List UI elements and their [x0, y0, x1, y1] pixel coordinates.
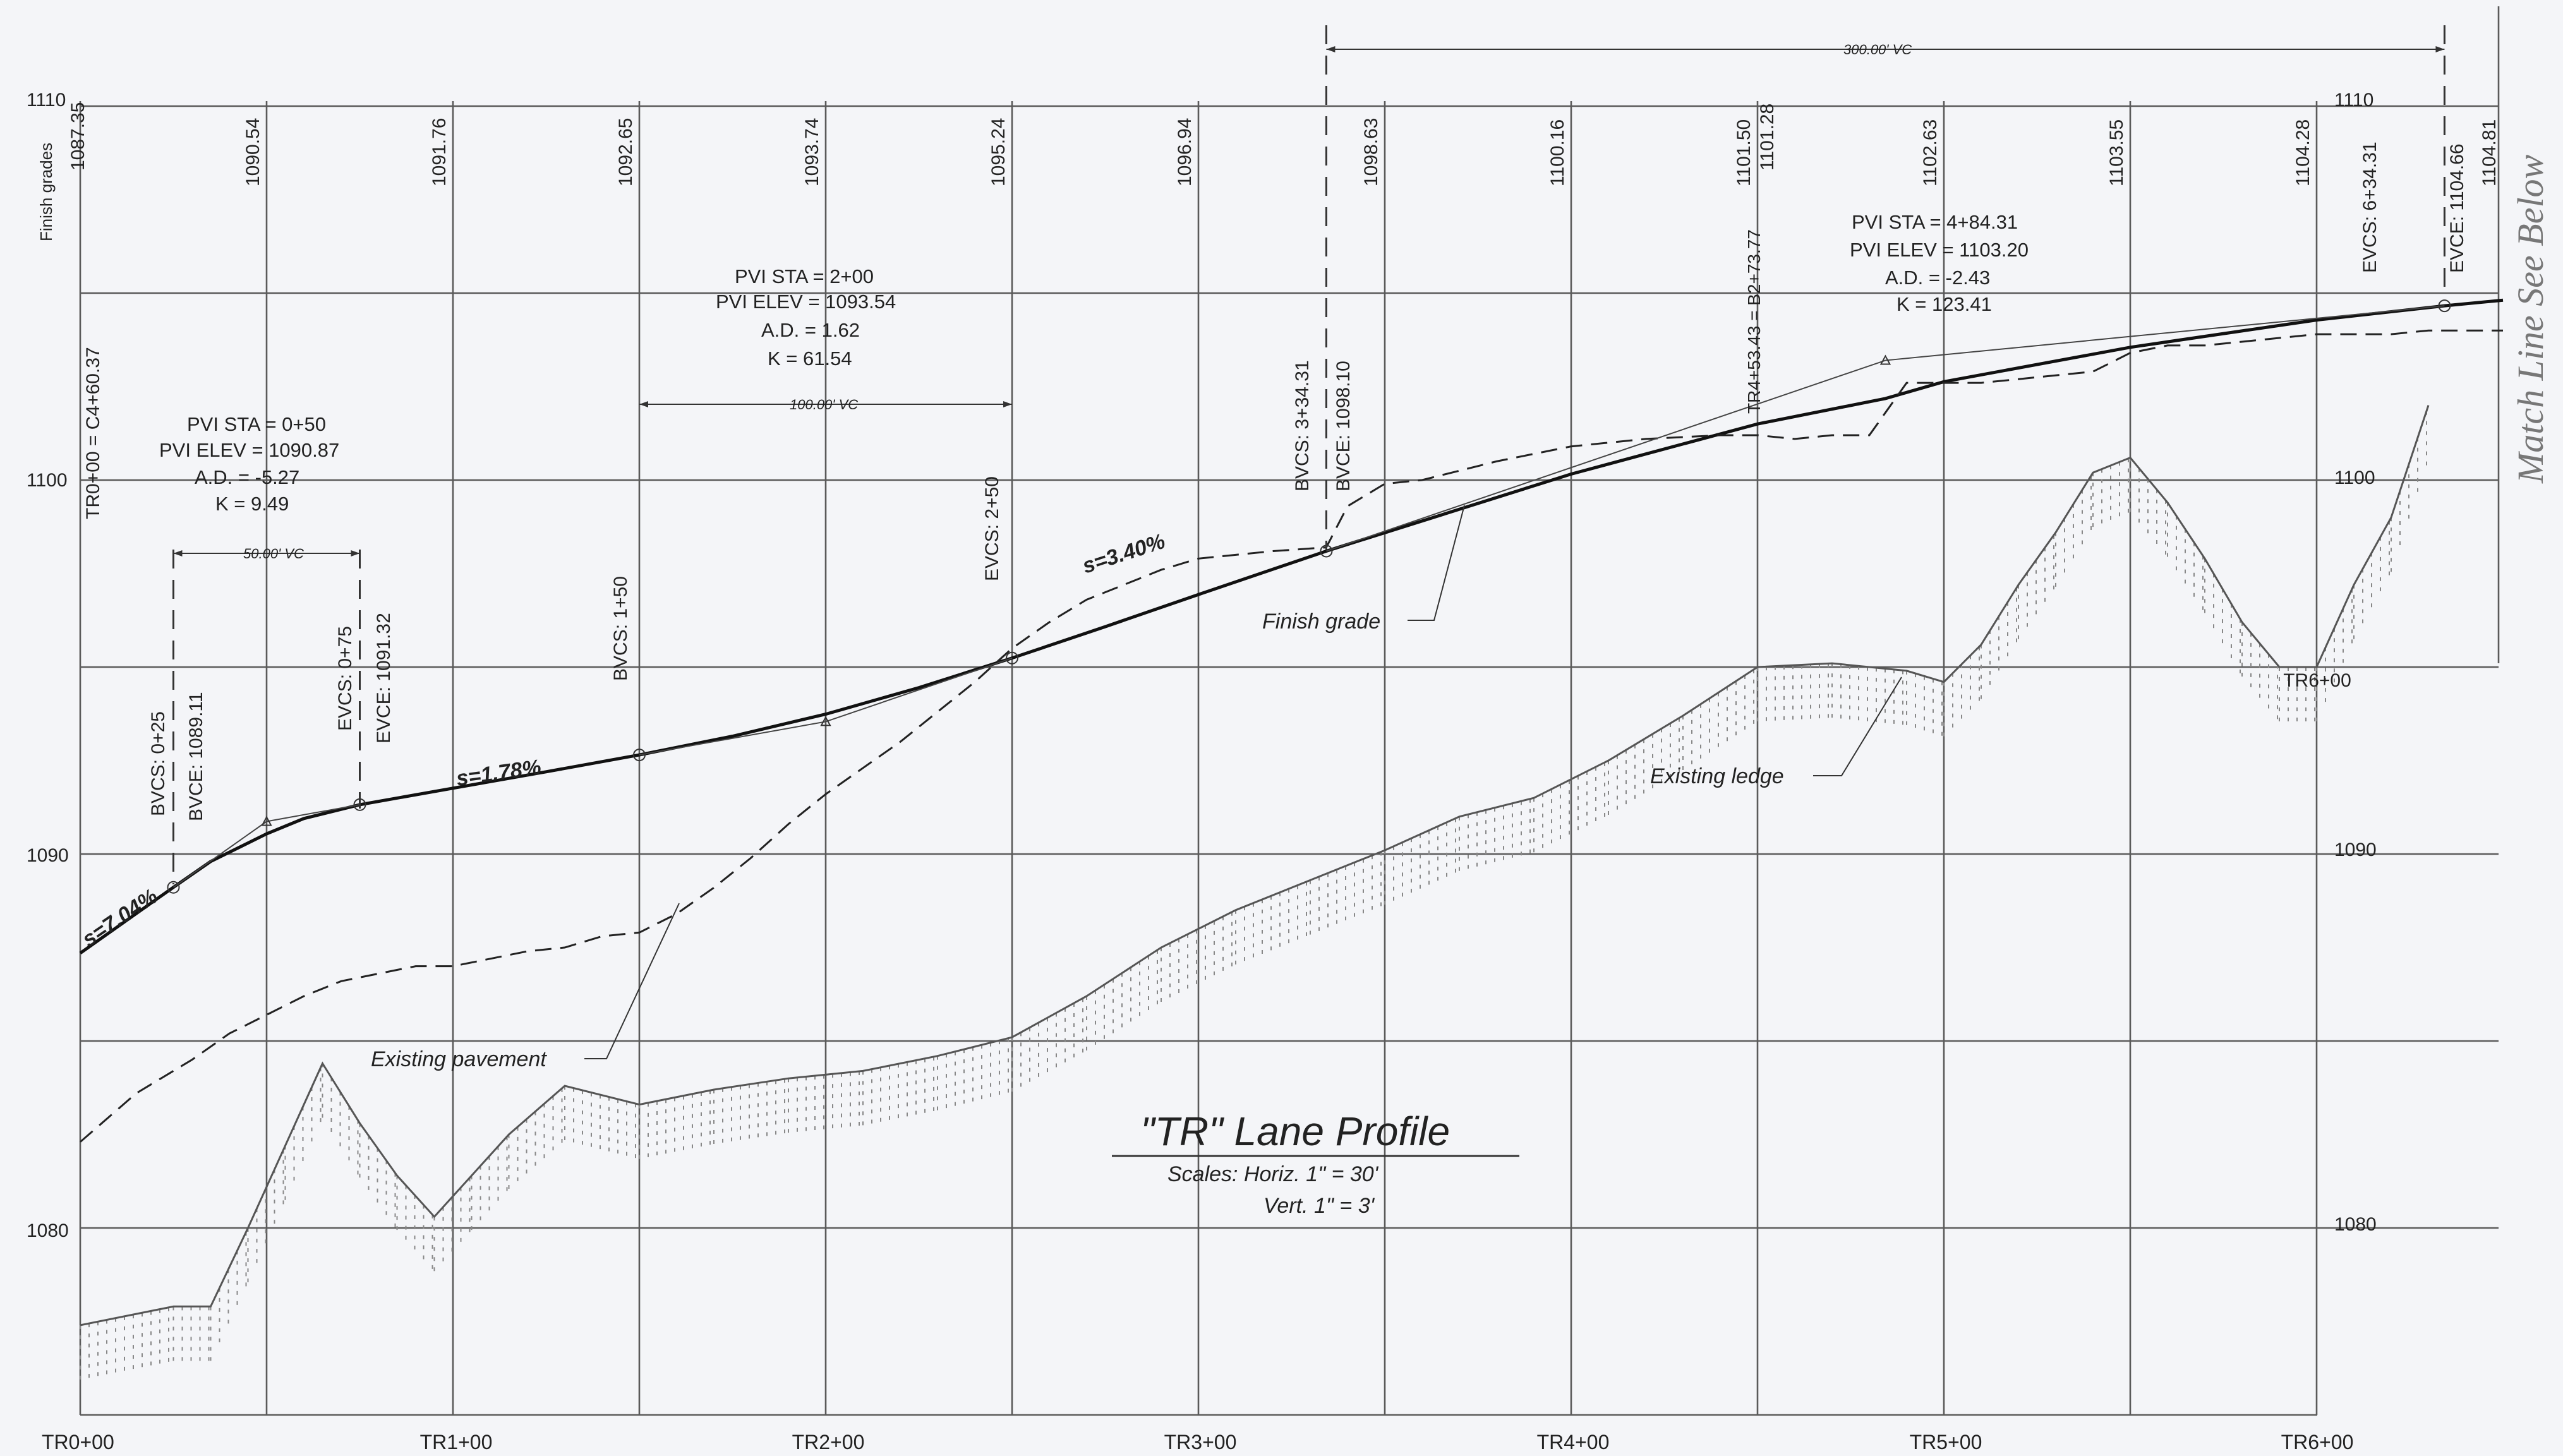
finish-grade-value: 1101.50	[1734, 119, 1754, 186]
finish-grade-value: 1090.54	[243, 118, 263, 186]
station-label-tr4: TR4+00	[1537, 1431, 1610, 1453]
pvi2-sta: PVI STA = 2+00	[735, 265, 874, 287]
pvi2-elev: PVI ELEV = 1093.54	[716, 291, 896, 313]
vc-100-label: 100.00' VC	[790, 397, 858, 412]
finish-grade-value: 1091.76	[429, 118, 450, 186]
scales-horizontal: Scales: Horiz. 1" = 30'	[1167, 1162, 1379, 1186]
existing-pavement-leader	[584, 903, 680, 1059]
pvi1-sta: PVI STA = 0+50	[187, 413, 326, 435]
existing-pavement-label: Existing pavement	[371, 1047, 547, 1071]
existing-ledge-label: Existing ledge	[1650, 764, 1784, 788]
right-elevation-1090: 1090	[2334, 839, 2377, 860]
station-label-tr3: TR3+00	[1164, 1431, 1237, 1453]
annotations	[167, 25, 2451, 1059]
finish-grade-label: Finish grade	[1262, 610, 1380, 634]
pvi-block-3: PVI STA = 4+84.31 PVI ELEV = 1103.20 A.D…	[1850, 211, 2029, 315]
tr0-equation: TR0+00 = C4+60.37	[83, 347, 104, 519]
bvcs-1: BVCS: 0+25	[148, 711, 169, 816]
right-elevation-1110: 1110	[2334, 90, 2373, 111]
profile-lines	[79, 298, 2504, 1327]
existing-ledge-leader	[1813, 677, 1902, 776]
finish-grade-values: 1087.35 1090.54 1091.76 1092.65 1093.74 1095.…	[68, 102, 2500, 186]
finish-grade-value: 1092.65	[615, 118, 636, 186]
extra-top-value: 1101.28	[1757, 104, 1778, 171]
finish-grade-value: 1093.74	[802, 118, 823, 186]
evcs-3: EVCS: 6+34.31	[2360, 141, 2380, 273]
bvcs-2: BVCS: 1+50	[610, 576, 631, 681]
bvce-1: BVCE: 1089.11	[186, 692, 207, 821]
profile-title: "TR" Lane Profile	[1140, 1109, 1450, 1154]
pvi1-k: K = 9.49	[215, 493, 289, 515]
scales-vertical: Vert. 1" = 3'	[1263, 1194, 1375, 1218]
finish-grade-value: 1098.63	[1361, 118, 1382, 186]
tr4-equation: TR4+53.43 = B2+73.77	[1744, 229, 1764, 414]
station-label-tr0: TR0+00	[42, 1431, 114, 1453]
evcs-1: EVCS: 0+75	[335, 626, 356, 731]
vc-point-marker	[633, 749, 646, 762]
pvi3-elev: PVI ELEV = 1103.20	[1850, 239, 2029, 261]
vc-300-dimension-arrow	[1326, 46, 1336, 52]
right-elevation-1080: 1080	[2334, 1214, 2377, 1235]
finish-grade-value: 1104.28	[2293, 119, 2313, 186]
finish-grade-value: 1096.94	[1174, 118, 1195, 186]
pvi-block-1: PVI STA = 0+50 PVI ELEV = 1090.87 A.D. =…	[159, 413, 339, 515]
left-elevation-1100: 1100	[27, 470, 68, 491]
station-label-tr1: TR1+00	[420, 1431, 493, 1453]
finish-grade-line	[79, 298, 2504, 954]
vc-50-dimension-arrow	[351, 550, 360, 557]
bvcs-3: BVCS: 3+34.31	[1292, 360, 1313, 491]
pvi-tangent	[639, 657, 1013, 756]
evcs-2: EVCS: 2+50	[982, 476, 1003, 581]
pvi1-elev: PVI ELEV = 1090.87	[159, 439, 339, 461]
finish-grade-value: 1102.63	[1920, 119, 1941, 186]
existing-pavement-line	[80, 329, 2503, 1143]
left-elevation-1090: 1090	[27, 845, 69, 866]
pvi-marker	[1879, 354, 1891, 365]
vc-point-marker	[167, 881, 180, 894]
finish-grade-value: 1104.81	[2479, 119, 2500, 186]
pvi1-ad: A.D. = -5.27	[195, 466, 299, 488]
vc-50-dimension-arrow	[173, 550, 183, 557]
pvi-block-2: PVI STA = 2+00 PVI ELEV = 1093.54 A.D. =…	[716, 265, 896, 370]
finish-grades-label: Finish grades	[37, 143, 56, 241]
station-label-tr6: TR6+00	[2281, 1431, 2354, 1453]
vc-300-label: 300.00' VC	[1843, 42, 1912, 57]
existing-ledge-line	[80, 405, 2430, 1327]
finish-grade-value: 1095.24	[988, 118, 1009, 186]
pvi2-ad: A.D. = 1.62	[761, 319, 860, 341]
match-line-note: Match Line See Below	[2510, 154, 2551, 484]
evce-3: EVCE: 1104.66	[2447, 143, 2468, 273]
vc-50-label: 50.00' VC	[243, 546, 304, 562]
finish-grade-value: 1100.16	[1547, 119, 1568, 186]
finish-grade-leader	[1408, 505, 1465, 621]
pvi3-sta: PVI STA = 4+84.31	[1852, 211, 2018, 233]
bvce-3: BVCE: 1098.10	[1333, 361, 1354, 491]
left-elevation-1110: 1110	[27, 90, 66, 111]
pvi-tangent	[1326, 305, 2445, 552]
vc-100-dimension-arrow	[1003, 401, 1012, 407]
pvi-tangent	[172, 803, 360, 888]
pvi3-ad: A.D. = -2.43	[1885, 267, 1990, 289]
station-label-tr5: TR5+00	[1910, 1431, 1982, 1453]
vc-point-marker	[1006, 651, 1018, 665]
evce-1: EVCE: 1091.32	[373, 613, 394, 743]
grid	[79, 6, 2500, 1416]
vc-300-dimension-arrow	[2435, 46, 2445, 52]
left-elevation-1080: 1080	[27, 1220, 69, 1241]
finish-grade-value: 1103.55	[2106, 119, 2127, 186]
finish-grade-value: 1087.35	[68, 102, 88, 171]
station-label-tr2: TR2+00	[792, 1431, 865, 1453]
right-elevation-1100: 1100	[2334, 467, 2375, 488]
pvi-marker	[820, 716, 831, 726]
pvi2-k: K = 61.54	[768, 347, 852, 370]
vc-100-dimension-arrow	[639, 401, 648, 407]
pvi-marker	[261, 815, 272, 826]
right-station-label: TR6+00	[2283, 670, 2351, 691]
vc-point-marker	[2438, 299, 2451, 313]
pvi3-k: K = 123.41	[1897, 293, 1992, 315]
